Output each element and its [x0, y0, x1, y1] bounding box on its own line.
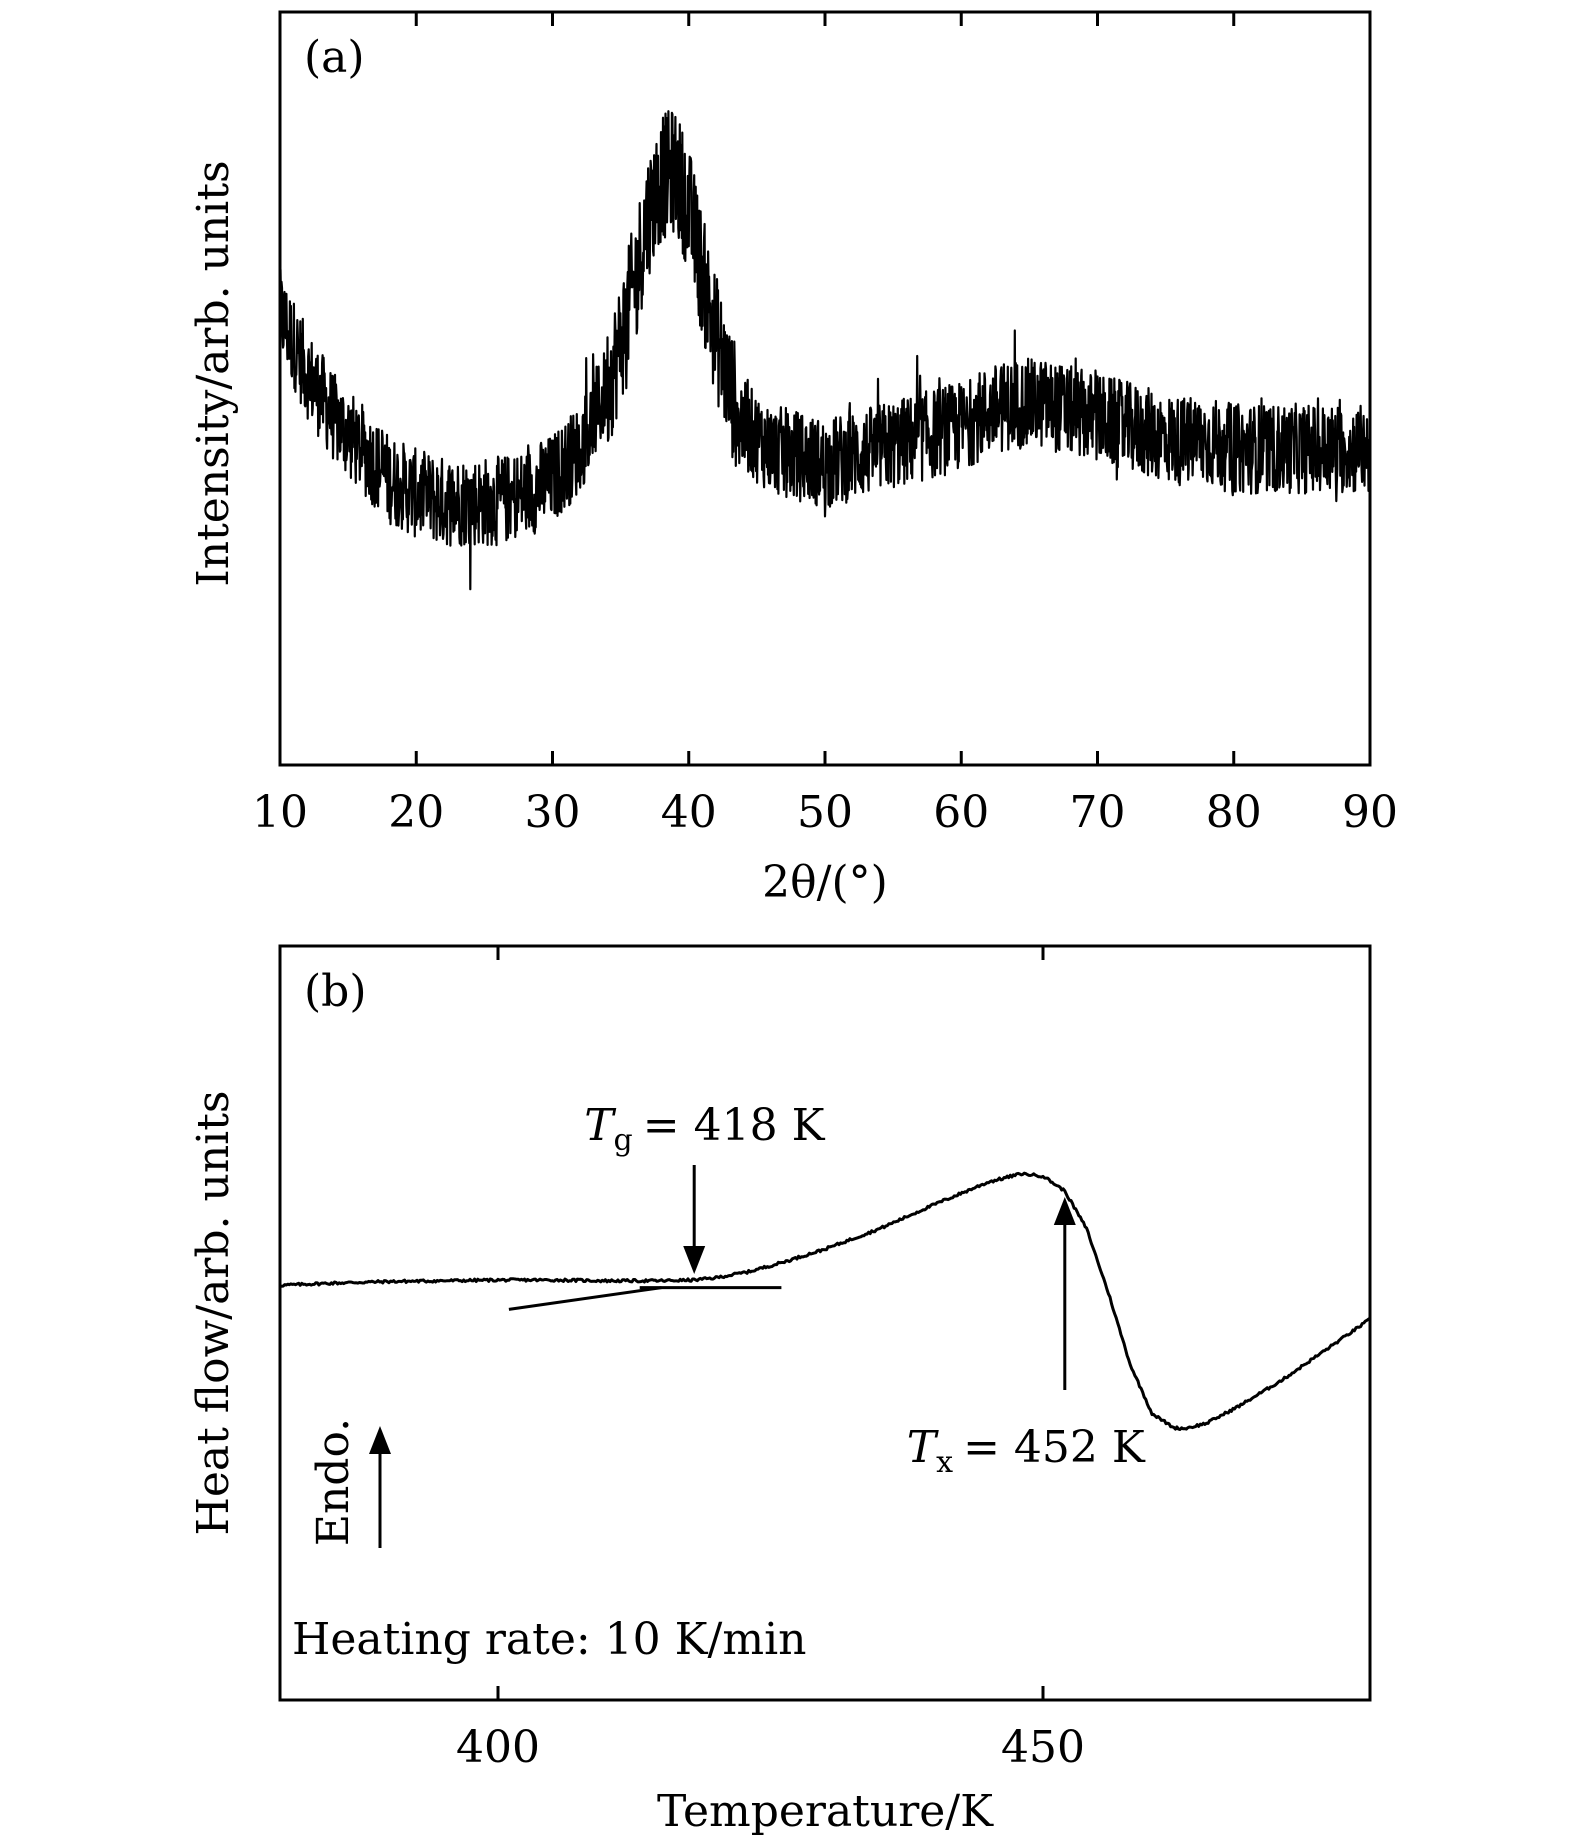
panel-label: (b) — [304, 966, 367, 1017]
x-axis-tick-label: 80 — [1206, 787, 1262, 838]
panel-label: (a) — [304, 32, 365, 83]
tx-annotation: Tx = 452 K — [907, 1422, 1146, 1480]
x-axis-tick-label: 20 — [388, 787, 444, 838]
tx-arrow-head — [1053, 1197, 1076, 1226]
endo-arrow-head — [369, 1426, 391, 1454]
xrd-pattern-line — [278, 110, 1372, 591]
dsc-curve-line — [279, 1171, 1371, 1431]
tx-symbol: T — [907, 1422, 940, 1473]
x-axis-tick-label: 70 — [1070, 787, 1126, 838]
x-axis-tick-label: 30 — [525, 787, 581, 838]
x-axis-title: 2θ/(°) — [762, 857, 888, 908]
x-axis-tick-label: 40 — [661, 787, 717, 838]
plot-frame — [278, 10, 1372, 767]
x-axis-tick-label: 50 — [797, 787, 853, 838]
tx-subscript: x — [936, 1445, 953, 1480]
x-axis-tick-label: 60 — [933, 787, 989, 838]
x-axis-ticks: 10 20 30 40 50 60 70 80 90 — [252, 12, 1398, 838]
dsc-panel: 400 450 (b) Temperature/K Heat flow/arb. … — [188, 944, 1372, 1837]
x-axis-tick-label: 400 — [456, 1722, 540, 1773]
x-axis-ticks: 400 450 — [456, 946, 1085, 1773]
tangent-line — [508, 1286, 662, 1311]
tg-symbol: T — [584, 1100, 617, 1151]
x-axis-title: Temperature/K — [657, 1786, 994, 1837]
heating-rate-label: Heating rate: 10 K/min — [292, 1614, 807, 1665]
tx-value: = 452 K — [963, 1422, 1146, 1473]
tg-arrow-head — [683, 1246, 706, 1275]
tg-arrow — [683, 1165, 706, 1275]
endo-arrow — [369, 1426, 391, 1548]
endo-label: Endo. — [308, 1418, 359, 1546]
tg-annotation: Tg = 418 K — [584, 1100, 825, 1158]
x-axis-tick-label: 90 — [1342, 787, 1398, 838]
tg-subscript: g — [614, 1123, 633, 1158]
tx-arrow — [1053, 1197, 1076, 1390]
y-axis-title: Heat flow/arb. units — [188, 1090, 239, 1535]
xrd-panel: 10 20 30 40 50 60 70 80 90 (a) 2θ/(°) Intensity/… — [188, 10, 1398, 908]
tg-value: = 418 K — [643, 1100, 826, 1151]
y-axis-title: Intensity/arb. units — [188, 160, 239, 586]
x-axis-tick-label: 450 — [1001, 1722, 1085, 1773]
plot-frame — [278, 944, 1372, 1702]
x-axis-tick-label: 10 — [252, 787, 308, 838]
